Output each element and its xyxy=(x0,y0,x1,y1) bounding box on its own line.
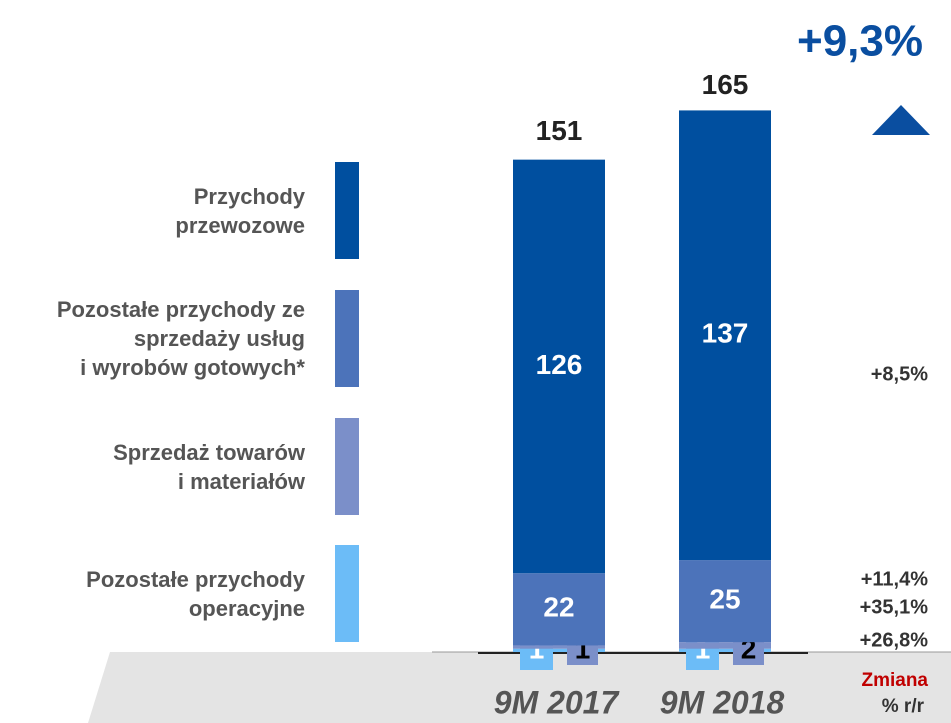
change-label: +35,1% xyxy=(860,596,929,618)
legend-swatch xyxy=(335,418,359,515)
value-label: 22 xyxy=(543,592,574,623)
legend-swatch xyxy=(335,290,359,387)
change-label: +8,5% xyxy=(871,363,928,385)
value-label: 137 xyxy=(702,318,749,349)
bar-segment xyxy=(679,110,771,561)
total-label: 165 xyxy=(702,69,749,100)
legend-label: Sprzedaż towarów i materiałów xyxy=(113,439,305,494)
legend-label: Pozostałe przychody operacyjne xyxy=(86,566,305,621)
bar-segment xyxy=(513,573,605,646)
floor xyxy=(88,652,951,723)
bar-segment xyxy=(513,645,605,649)
bar-segment xyxy=(513,159,605,574)
value-label: 25 xyxy=(709,584,740,615)
bar-segment xyxy=(679,642,771,649)
bar-segment xyxy=(679,648,771,652)
legend-swatch xyxy=(335,162,359,259)
change-label: +26,8% xyxy=(860,629,929,651)
value-label: 126 xyxy=(536,349,583,380)
legend-label: Pozostałe przychody ze sprzedaży usług i… xyxy=(56,297,305,380)
bar-segment xyxy=(679,560,771,643)
total-label: 151 xyxy=(536,115,583,146)
change-header: Zmiana xyxy=(861,670,928,691)
x-tick-label: 9M 2018 xyxy=(660,684,785,720)
bar-segment xyxy=(513,648,605,652)
total-change: +9,3% xyxy=(797,17,923,66)
change-header: % r/r xyxy=(882,696,925,717)
legend-label: Przychody przewozowe xyxy=(175,183,305,238)
up-triangle xyxy=(872,105,930,135)
change-label: +11,4% xyxy=(861,568,929,590)
x-tick-label: 9M 2017 xyxy=(494,684,621,720)
legend-swatch xyxy=(335,545,359,642)
